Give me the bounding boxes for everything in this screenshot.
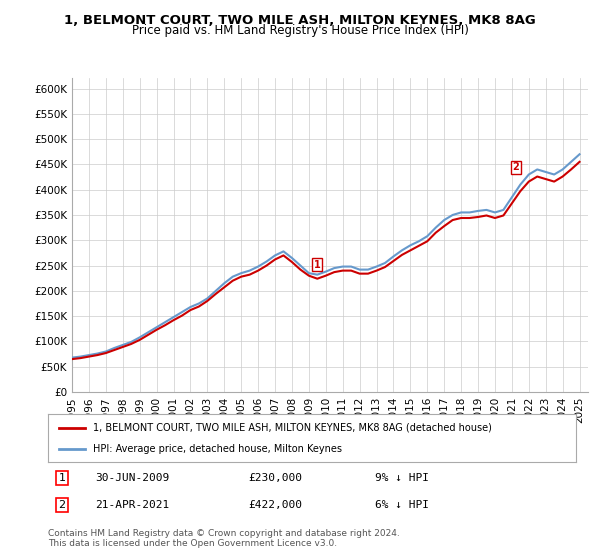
Text: Price paid vs. HM Land Registry's House Price Index (HPI): Price paid vs. HM Land Registry's House … bbox=[131, 24, 469, 36]
Text: 1: 1 bbox=[314, 260, 320, 269]
Text: This data is licensed under the Open Government Licence v3.0.: This data is licensed under the Open Gov… bbox=[48, 539, 337, 548]
Text: 2: 2 bbox=[513, 162, 520, 172]
Text: HPI: Average price, detached house, Milton Keynes: HPI: Average price, detached house, Milt… bbox=[93, 444, 342, 454]
Text: £230,000: £230,000 bbox=[248, 473, 302, 483]
Text: Contains HM Land Registry data © Crown copyright and database right 2024.: Contains HM Land Registry data © Crown c… bbox=[48, 529, 400, 538]
Text: 1, BELMONT COURT, TWO MILE ASH, MILTON KEYNES, MK8 8AG: 1, BELMONT COURT, TWO MILE ASH, MILTON K… bbox=[64, 14, 536, 27]
Text: 1, BELMONT COURT, TWO MILE ASH, MILTON KEYNES, MK8 8AG (detached house): 1, BELMONT COURT, TWO MILE ASH, MILTON K… bbox=[93, 423, 492, 433]
Text: 2: 2 bbox=[59, 500, 65, 510]
Text: 21-APR-2021: 21-APR-2021 bbox=[95, 500, 170, 510]
Text: 30-JUN-2009: 30-JUN-2009 bbox=[95, 473, 170, 483]
Text: 1: 1 bbox=[59, 473, 65, 483]
Text: £422,000: £422,000 bbox=[248, 500, 302, 510]
Text: 9% ↓ HPI: 9% ↓ HPI bbox=[376, 473, 430, 483]
Text: 6% ↓ HPI: 6% ↓ HPI bbox=[376, 500, 430, 510]
